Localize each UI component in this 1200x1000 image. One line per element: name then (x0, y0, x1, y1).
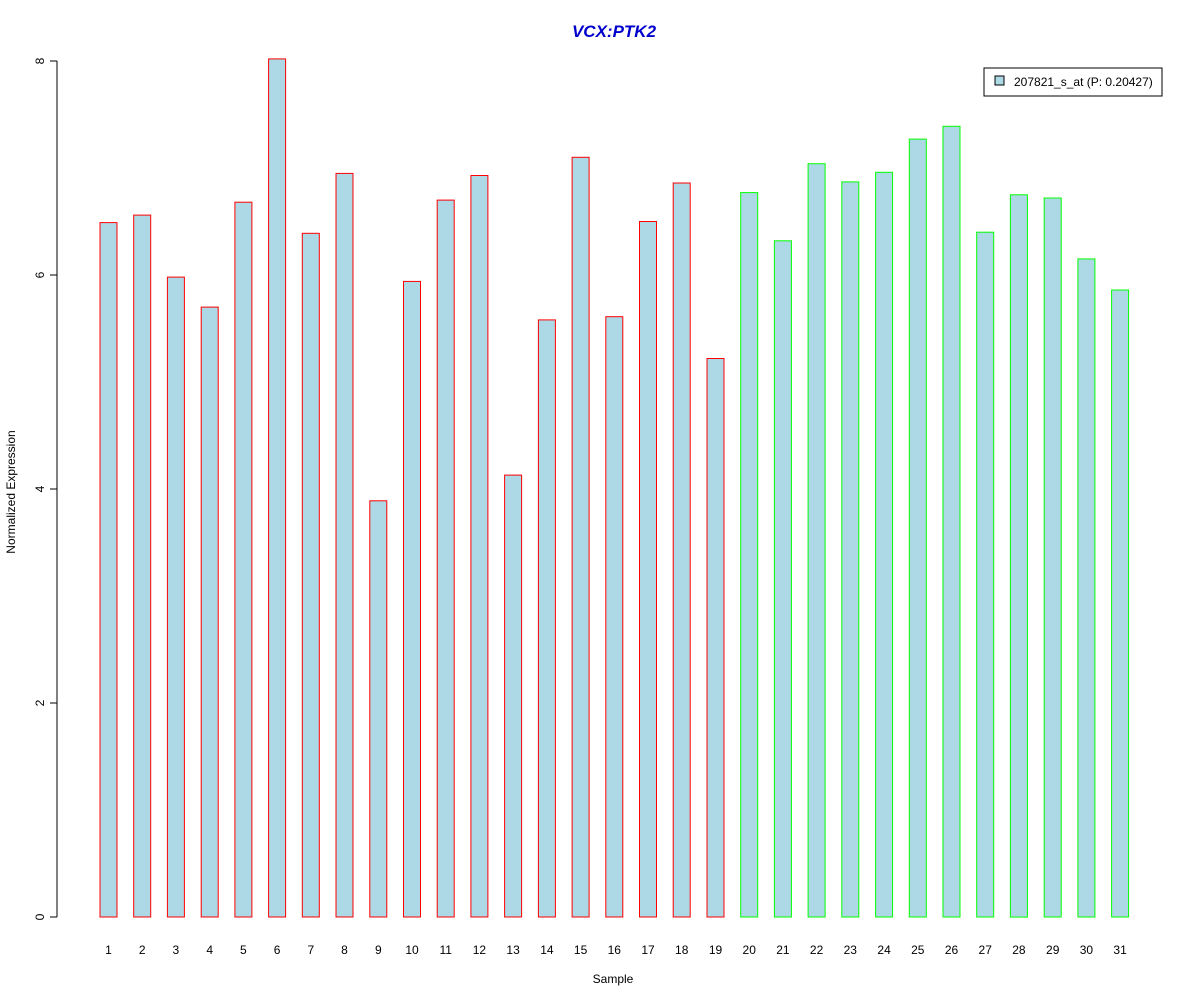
bar-sample-10 (403, 280, 421, 918)
x-tick-label: 24 (877, 943, 891, 957)
x-axis-label: Sample (593, 972, 634, 986)
x-tick-label: 15 (574, 943, 588, 957)
x-tick-label: 29 (1046, 943, 1060, 957)
x-tick-label: 2 (139, 943, 146, 957)
y-tick-label: 6 (33, 271, 47, 278)
bar-sample-5 (234, 201, 253, 918)
bar-sample-13 (504, 474, 523, 918)
x-tick-label: 28 (1012, 943, 1026, 957)
bar-sample-16 (605, 316, 624, 918)
x-tick-label: 27 (979, 943, 993, 957)
bar-sample-31 (1111, 289, 1130, 918)
legend: 207821_s_at (P: 0.20427) (983, 67, 1163, 97)
x-tick-label: 30 (1080, 943, 1094, 957)
x-tick-label: 23 (844, 943, 858, 957)
x-tick-label: 31 (1113, 943, 1127, 957)
x-tick-label: 26 (945, 943, 959, 957)
bar-sample-1 (99, 222, 118, 918)
x-tick-label: 12 (473, 943, 487, 957)
x-tick-label: 18 (675, 943, 689, 957)
bar-sample-27 (976, 231, 995, 918)
x-tick-label: 10 (405, 943, 419, 957)
bar-sample-12 (470, 175, 489, 918)
bar-sample-9 (369, 500, 388, 918)
bar-sample-11 (436, 199, 455, 918)
bar-sample-28 (1009, 194, 1028, 918)
x-tick-label: 5 (240, 943, 247, 957)
x-tick-label: 17 (641, 943, 655, 957)
x-tick-label: 14 (540, 943, 554, 957)
x-tick-label: 13 (506, 943, 520, 957)
bar-sample-21 (773, 240, 792, 918)
bar-sample-23 (841, 181, 860, 918)
x-tick-labels: 1 2 3 4 5 6 7 8 9 10 11 12 13 14 15 16 17 18 19 20 21 22 23 24 2… (105, 943, 1127, 957)
bar-sample-22 (807, 163, 826, 918)
bar-sample-17 (639, 221, 657, 918)
bar-sample-3 (166, 276, 185, 918)
x-tick-label: 16 (608, 943, 622, 957)
legend-box (983, 67, 1163, 97)
bar-sample-14 (537, 319, 556, 918)
bar-sample-19 (706, 358, 725, 918)
bar-sample-29 (1043, 197, 1062, 918)
y-tick-label: 8 (33, 57, 47, 64)
bar-sample-8 (335, 172, 354, 918)
y-axis: 0 2 4 6 8 (33, 57, 58, 920)
x-tick-label: 4 (206, 943, 213, 957)
x-tick-label: 22 (810, 943, 824, 957)
y-axis-label: Normalized Expression (4, 430, 18, 553)
x-tick-label: 19 (709, 943, 723, 957)
legend-label: 207821_s_at (P: 0.20427) (1014, 75, 1153, 89)
bar-sample-20 (740, 192, 759, 918)
x-tick-label: 20 (743, 943, 757, 957)
bars-group (99, 58, 1130, 918)
x-tick-label: 9 (375, 943, 382, 957)
y-tick-label: 4 (33, 485, 47, 492)
x-tick-label: 8 (341, 943, 348, 957)
bar-sample-26 (942, 125, 961, 918)
bar-sample-7 (301, 232, 320, 918)
x-tick-label: 25 (911, 943, 925, 957)
bar-sample-18 (672, 182, 691, 918)
x-tick-label: 7 (307, 943, 314, 957)
y-tick-label: 2 (33, 699, 47, 706)
y-tick-label: 0 (33, 913, 47, 920)
x-tick-label: 1 (105, 943, 112, 957)
bar-sample-4 (200, 306, 219, 918)
legend-swatch (994, 75, 1005, 86)
bar-sample-2 (133, 214, 152, 918)
bar-sample-15 (571, 156, 590, 918)
bar-sample-30 (1077, 258, 1096, 918)
bar-sample-24 (875, 171, 894, 918)
x-tick-label: 3 (173, 943, 180, 957)
x-tick-label: 11 (439, 943, 452, 957)
chart-title: VCX:PTK2 (572, 22, 657, 41)
bar-sample-6 (268, 58, 287, 918)
bar-sample-25 (908, 138, 927, 918)
x-tick-label: 21 (776, 943, 790, 957)
x-tick-label: 6 (274, 943, 281, 957)
